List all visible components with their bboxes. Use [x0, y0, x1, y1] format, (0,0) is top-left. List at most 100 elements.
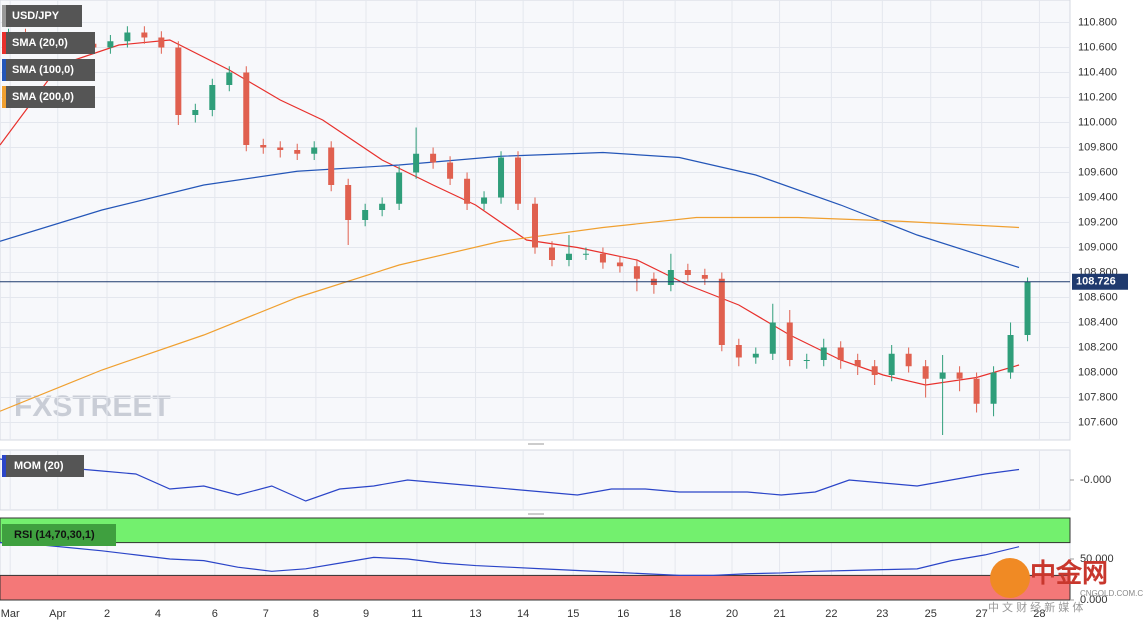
legend-box: [2, 455, 84, 477]
y-tick-label: 110.800: [1078, 16, 1117, 28]
y-tick-label: 109.200: [1078, 216, 1118, 228]
candle-body: [107, 41, 114, 48]
line: [0, 458, 1020, 502]
x-tick-label: 16: [617, 608, 629, 620]
candle-body: [260, 145, 267, 148]
x-tick-label: 11: [411, 608, 422, 620]
y-tick-label: 108.400: [1078, 316, 1118, 328]
candle-body: [175, 47, 182, 115]
legend-strip: [2, 455, 6, 477]
x-tick-label: 28: [1033, 608, 1045, 620]
candle-body: [667, 270, 674, 285]
candle-body: [616, 262, 623, 267]
legend-label: SMA (20,0): [12, 37, 68, 49]
candle-body: [464, 178, 471, 204]
candle-body: [973, 378, 980, 404]
legend-box: [2, 5, 82, 27]
candle-body: [939, 372, 946, 379]
x-tick-label: 4: [155, 608, 161, 620]
candle-body: [209, 85, 216, 110]
y-tick-label: 107.800: [1078, 391, 1118, 403]
candle-body: [413, 153, 420, 173]
legend-box: [2, 86, 95, 108]
y-tick-label: 108.600: [1078, 291, 1118, 303]
y-tick-label: 110.600: [1078, 41, 1117, 53]
y-tick-label: -0.000: [1080, 474, 1111, 486]
legend-strip: [2, 59, 6, 81]
x-tick-label: 22: [825, 608, 837, 620]
candle-body: [701, 275, 708, 279]
candle-body: [396, 172, 403, 204]
candle-body: [311, 147, 318, 154]
candle-body: [243, 72, 250, 145]
legend-box: [2, 32, 95, 54]
legend-strip: [2, 86, 6, 108]
candle-body: [328, 147, 335, 185]
last-price-label: 108.726: [1076, 276, 1116, 288]
candle-body: [430, 153, 437, 163]
candle-body: [226, 72, 233, 85]
overlay: USD/JPY MOM (20) RSI (14,70,30,1) 中金网 CN…: [2, 5, 1143, 614]
legend-label: MOM (20): [14, 460, 64, 472]
candle-body: [854, 360, 861, 367]
plots: Mar Apr 2 4 6 7 8 9 11 13 14 15 16 18 20 21 22 23 25 27 28 10…: [0, 0, 1128, 620]
candle-body: [345, 185, 352, 220]
candle-body: [837, 347, 844, 360]
candle-body: [922, 366, 929, 379]
logo-icon: [990, 558, 1030, 598]
logo-site: CNGOLD.COM.CN: [1080, 589, 1143, 598]
y-tick-label: 109.000: [1078, 241, 1118, 253]
x-tick-label: 9: [363, 608, 369, 620]
candle-body: [362, 210, 369, 220]
overbought-zone: [0, 517, 1071, 544]
candle-body: [905, 353, 912, 367]
legend-strip: [2, 5, 6, 27]
x-tick-label: Mar: [1, 608, 20, 620]
line: [0, 216, 1020, 412]
x-tick-label: 8: [313, 608, 319, 620]
candle-body: [803, 360, 810, 361]
y-tick-label: 110.000: [1078, 116, 1117, 128]
candle-body: [379, 203, 386, 210]
candle-body: [447, 162, 454, 179]
last-price-box: [1072, 273, 1128, 290]
candle-body: [532, 203, 538, 248]
y-tick-label: 107.600: [1078, 416, 1118, 428]
watermark: FXSTREET: [14, 390, 171, 423]
x-tick-label: 27: [976, 608, 988, 620]
x-tick-label: 14: [517, 608, 529, 620]
line: [0, 542, 1020, 577]
x-tick-label: 6: [212, 608, 218, 620]
candle-body: [141, 32, 148, 38]
candle-body: [582, 253, 589, 255]
legend-label: SMA (200,0): [12, 91, 74, 103]
logo-tagline: 中 文 财 经 新 媒 体: [988, 600, 1083, 614]
y-tick-label: 50.000: [1080, 553, 1114, 565]
candle-body: [481, 197, 488, 204]
candle-body: [277, 147, 284, 150]
candle-body: [752, 353, 759, 358]
candle-body: [1007, 335, 1014, 373]
legend-label: USD/JPY: [12, 10, 60, 22]
x-tick-label: 20: [726, 608, 738, 620]
candle-body: [735, 345, 742, 358]
logo-name: 中金网: [1030, 558, 1108, 588]
line: [0, 151, 1020, 269]
candle-body: [990, 372, 997, 404]
x-tick-label: 15: [567, 608, 579, 620]
candle-body: [158, 37, 165, 48]
candle-body: [1024, 281, 1031, 335]
candle-body: [769, 322, 776, 354]
y-tick-label: 108.000: [1078, 366, 1118, 378]
candle-body: [548, 247, 555, 260]
candle-body: [684, 270, 691, 275]
y-tick-label: 108.200: [1078, 341, 1118, 353]
x-tick-label: Apr: [49, 608, 66, 620]
x-tick-label: 21: [773, 608, 785, 620]
x-tick-label: 23: [876, 608, 888, 620]
candle-body: [565, 253, 572, 260]
candle-body: [871, 366, 878, 375]
candle-body: [786, 322, 793, 360]
y-tick-label: 109.600: [1078, 166, 1118, 178]
